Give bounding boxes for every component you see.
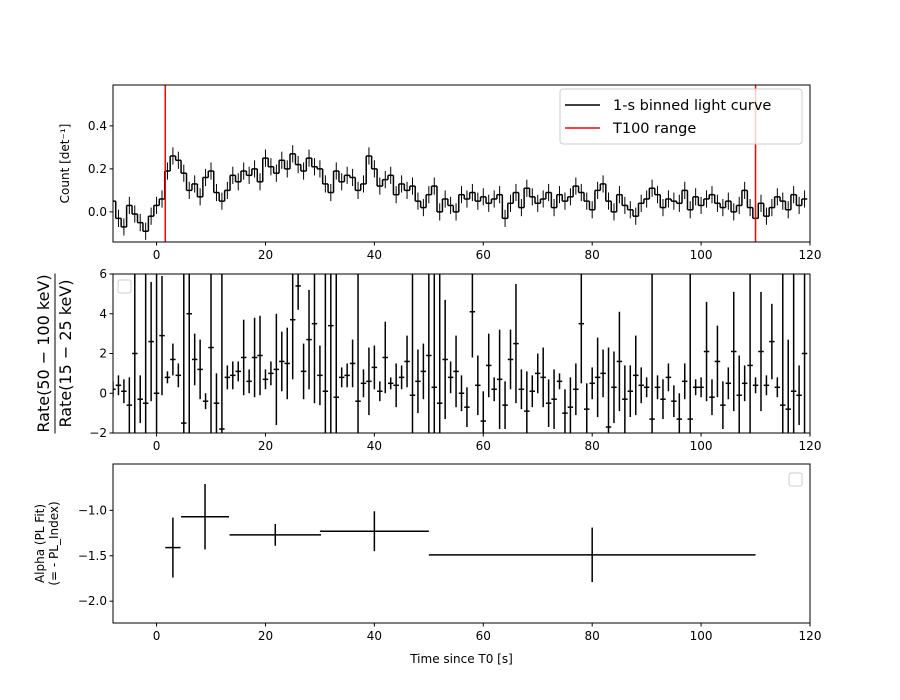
y-tick-label: 0 [99, 386, 107, 400]
y-tick-label: −2.0 [78, 594, 107, 608]
y-label-numerator: Rate(50 − 100 keV) [34, 274, 53, 432]
y-tick-label: 6 [99, 267, 107, 281]
y-label-line: Alpha (PL Fit) [33, 504, 47, 583]
x-tick-label: 40 [367, 629, 382, 643]
x-tick-label: 20 [258, 439, 273, 453]
x-tick-label: 100 [690, 248, 713, 262]
axes-frame [112, 84, 811, 243]
x-tick-label: 80 [585, 439, 600, 453]
x-tick-label: 60 [476, 629, 491, 643]
y-tick-label: −1.0 [78, 503, 107, 517]
x-tick-label: 0 [153, 439, 161, 453]
x-tick-label: 0 [153, 248, 161, 262]
y-tick-label: 4 [99, 307, 107, 321]
x-tick-label: 80 [585, 248, 600, 262]
y-label-denominator: Rate(15 − 25 keV) [56, 279, 75, 427]
legend-label: T100 range [612, 121, 696, 137]
x-tick-label: 20 [258, 629, 273, 643]
axes-frame [112, 273, 811, 434]
x-tick-label: 100 [690, 439, 713, 453]
legend-box [117, 279, 132, 294]
legend-box [559, 88, 803, 145]
legend-label: 1-s binned light curve [613, 98, 771, 114]
y-tick-label: −1.5 [78, 549, 107, 563]
x-tick-label: 120 [799, 439, 822, 453]
x-tick-label: 40 [367, 248, 382, 262]
x-tick-label: 60 [476, 248, 491, 262]
y-tick-label: 0.0 [88, 205, 107, 219]
y-axis-label: Rate(50 − 100 keV) Rate(15 − 25 keV) [34, 273, 75, 434]
y-tick-label: 0.2 [88, 162, 107, 176]
x-tick-label: 0 [153, 629, 161, 643]
x-tick-label: 40 [367, 439, 382, 453]
plot-area [165, 483, 756, 583]
legend-box [788, 472, 803, 487]
y-axis-label: Count [det⁻¹] [58, 124, 72, 204]
plot-area [113, 85, 808, 242]
x-axis-label: Time since T0 [s] [409, 652, 513, 666]
x-tick-label: 100 [690, 629, 713, 643]
x-tick-label: 80 [585, 629, 600, 643]
plot-area [113, 274, 808, 433]
x-tick-label: 120 [799, 629, 822, 643]
axes-frame [112, 463, 811, 624]
y-tick-label: 0.4 [88, 119, 107, 133]
x-tick-label: 120 [799, 248, 822, 262]
y-label-line: (= - PL_Index) [47, 501, 61, 585]
x-tick-label: 20 [258, 248, 273, 262]
x-tick-label: 60 [476, 439, 491, 453]
y-tick-label: −2 [89, 426, 107, 440]
y-tick-label: 2 [99, 347, 107, 361]
y-axis-label: Alpha (PL Fit) (= - PL_Index) [33, 501, 61, 585]
